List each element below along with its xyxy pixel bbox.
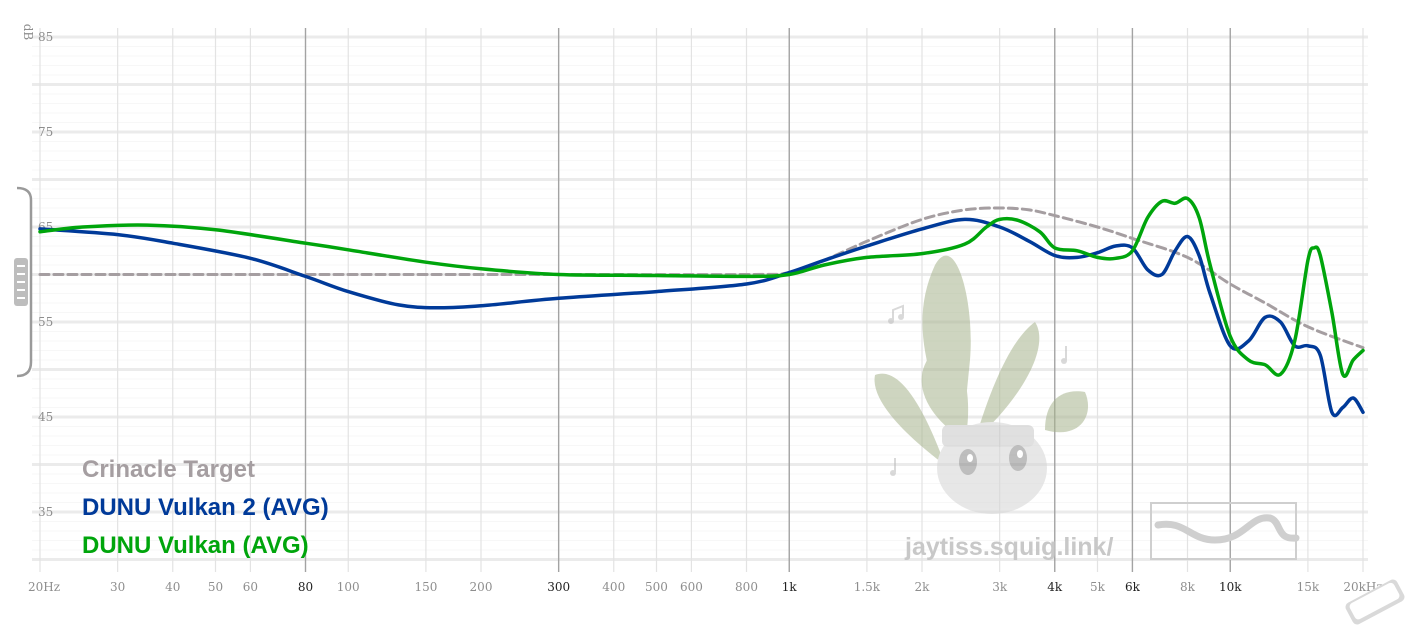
x-tick-label: 3k xyxy=(992,580,1008,594)
legend: Crinacle Target DUNU Vulkan 2 (AVG) DUNU… xyxy=(82,456,329,559)
x-tick-label: 1.5k xyxy=(854,580,881,594)
x-tick-label: 600 xyxy=(680,580,703,594)
legend-entry-vulkan[interactable]: DUNU Vulkan (AVG) xyxy=(82,532,309,559)
x-tick-label: 200 xyxy=(470,580,493,594)
chart-grid xyxy=(32,28,1368,572)
x-tick-label: 4k xyxy=(1047,580,1063,594)
x-tick-label: 2k xyxy=(915,580,931,594)
x-tick-label: 400 xyxy=(602,580,625,594)
y-scale-handle[interactable] xyxy=(14,186,33,378)
site-watermark-text: jaytiss.squig.link/ xyxy=(904,533,1113,561)
x-axis: 20Hz 30 40 50 60 80 100 150 200 300 400 500 600 800 1k… xyxy=(28,580,1383,594)
x-tick-label: 80 xyxy=(298,580,313,594)
curves-layer xyxy=(38,196,1365,418)
x-tick-label: 20Hz xyxy=(28,580,60,594)
legend-entry-target[interactable]: Crinacle Target xyxy=(82,456,255,483)
x-tick-label: 1k xyxy=(782,580,798,594)
x-tick-label: 10k xyxy=(1219,580,1242,594)
x-tick-label: 8k xyxy=(1180,580,1196,594)
x-tick-label: 6k xyxy=(1125,580,1141,594)
x-tick-label: 300 xyxy=(547,580,570,594)
corner-badge xyxy=(1345,579,1405,625)
x-tick-label: 40 xyxy=(165,580,180,594)
y-tick-label: 55 xyxy=(38,315,53,329)
mascot-watermark xyxy=(874,255,1089,514)
x-tick-label: 150 xyxy=(414,580,437,594)
x-tick-label: 800 xyxy=(735,580,758,594)
legend-entry-vulkan-2[interactable]: DUNU Vulkan 2 (AVG) xyxy=(82,494,329,521)
target-curve[interactable] xyxy=(38,206,1365,350)
x-tick-label: 100 xyxy=(337,580,360,594)
y-tick-label: 75 xyxy=(38,125,53,139)
y-tick-label: 35 xyxy=(38,505,53,519)
x-tick-label: 50 xyxy=(208,580,223,594)
vulkan-2-curve[interactable] xyxy=(38,217,1365,418)
site-logo xyxy=(1150,502,1300,560)
x-tick-label: 15k xyxy=(1297,580,1320,594)
x-tick-label: 60 xyxy=(243,580,258,594)
y-tick-label: 45 xyxy=(38,410,53,424)
x-tick-label: 500 xyxy=(645,580,668,594)
x-tick-label: 30 xyxy=(110,580,125,594)
y-axis-label: dB xyxy=(21,24,35,41)
vulkan-curve[interactable] xyxy=(38,196,1365,378)
y-tick-label: 85 xyxy=(38,30,53,44)
x-tick-label: 5k xyxy=(1090,580,1106,594)
